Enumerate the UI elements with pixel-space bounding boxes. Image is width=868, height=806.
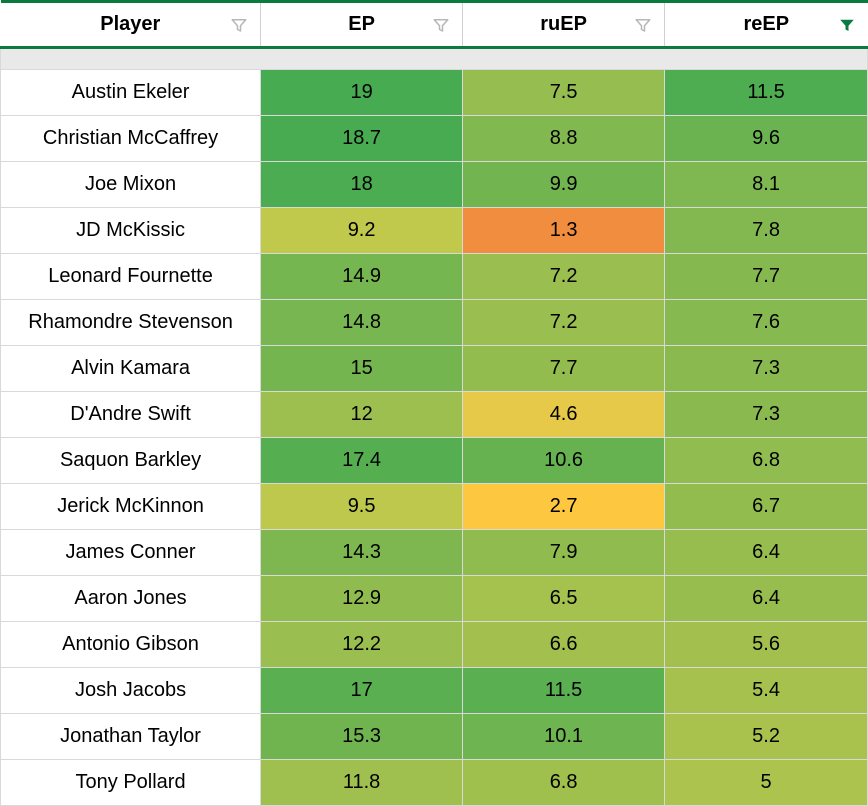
- ruep-cell: 2.7: [463, 484, 665, 530]
- player-cell: Rhamondre Stevenson: [1, 300, 261, 346]
- column-header-label: ruEP: [540, 13, 587, 36]
- ep-cell: 18: [261, 162, 463, 208]
- reep-cell: 6.4: [665, 576, 868, 622]
- player-cell: Josh Jacobs: [1, 668, 261, 714]
- ep-cell: 17.4: [261, 438, 463, 484]
- column-header-label: reEP: [744, 13, 790, 36]
- player-cell: Joe Mixon: [1, 162, 261, 208]
- player-cell: Tony Pollard: [1, 760, 261, 806]
- player-cell: Antonio Gibson: [1, 622, 261, 668]
- ep-cell: 19: [261, 70, 463, 116]
- ep-cell: 12.9: [261, 576, 463, 622]
- reep-cell: 5.6: [665, 622, 868, 668]
- player-cell: Leonard Fournette: [1, 254, 261, 300]
- ruep-cell: 11.5: [463, 668, 665, 714]
- table-row: Jonathan Taylor15.310.15.2: [1, 714, 868, 760]
- ep-cell: 14.8: [261, 300, 463, 346]
- ruep-cell: 1.3: [463, 208, 665, 254]
- reep-cell: 7.3: [665, 346, 868, 392]
- player-cell: Austin Ekeler: [1, 70, 261, 116]
- player-cell: James Conner: [1, 530, 261, 576]
- reep-cell: 8.1: [665, 162, 868, 208]
- table-row: Christian McCaffrey18.78.89.6: [1, 116, 868, 162]
- filter-icon-active[interactable]: [838, 16, 856, 34]
- ep-cell: 17: [261, 668, 463, 714]
- table-row: Jerick McKinnon9.52.76.7: [1, 484, 868, 530]
- player-cell: D'Andre Swift: [1, 392, 261, 438]
- ep-cell: 14.3: [261, 530, 463, 576]
- player-cell: JD McKissic: [1, 208, 261, 254]
- ep-cell: 11.8: [261, 760, 463, 806]
- reep-cell: 6.7: [665, 484, 868, 530]
- table-row: Alvin Kamara157.77.3: [1, 346, 868, 392]
- reep-cell: 5: [665, 760, 868, 806]
- ruep-cell: 6.8: [463, 760, 665, 806]
- column-header-ep[interactable]: EP: [261, 2, 463, 48]
- table-header: Player EP ruEP: [1, 2, 868, 48]
- table-row: JD McKissic9.21.37.8: [1, 208, 868, 254]
- ruep-cell: 7.2: [463, 300, 665, 346]
- table-row: Rhamondre Stevenson14.87.27.6: [1, 300, 868, 346]
- table-body: Austin Ekeler197.511.5Christian McCaffre…: [1, 48, 868, 806]
- column-header-reep[interactable]: reEP: [665, 2, 868, 48]
- player-cell: Alvin Kamara: [1, 346, 261, 392]
- filter-icon[interactable]: [230, 16, 248, 34]
- ruep-cell: 10.6: [463, 438, 665, 484]
- ep-cell: 9.2: [261, 208, 463, 254]
- table-row: Aaron Jones12.96.56.4: [1, 576, 868, 622]
- ruep-cell: 7.5: [463, 70, 665, 116]
- ep-cell: 15.3: [261, 714, 463, 760]
- ruep-cell: 7.9: [463, 530, 665, 576]
- player-cell: Saquon Barkley: [1, 438, 261, 484]
- ruep-cell: 10.1: [463, 714, 665, 760]
- reep-cell: 7.8: [665, 208, 868, 254]
- ep-cell: 18.7: [261, 116, 463, 162]
- ep-cell: 12.2: [261, 622, 463, 668]
- ep-cell: 14.9: [261, 254, 463, 300]
- column-header-label: Player: [100, 13, 160, 36]
- reep-cell: 6.4: [665, 530, 868, 576]
- ruep-cell: 6.6: [463, 622, 665, 668]
- filter-icon[interactable]: [634, 16, 652, 34]
- table-row: Josh Jacobs1711.55.4: [1, 668, 868, 714]
- table-row: James Conner14.37.96.4: [1, 530, 868, 576]
- stats-table: Player EP ruEP: [0, 0, 868, 806]
- table-row: Tony Pollard11.86.85: [1, 760, 868, 806]
- table-row: Austin Ekeler197.511.5: [1, 70, 868, 116]
- player-cell: Aaron Jones: [1, 576, 261, 622]
- ruep-cell: 7.7: [463, 346, 665, 392]
- table-row: Joe Mixon189.98.1: [1, 162, 868, 208]
- ruep-cell: 8.8: [463, 116, 665, 162]
- reep-cell: 5.4: [665, 668, 868, 714]
- column-header-label: EP: [348, 13, 375, 36]
- ruep-cell: 7.2: [463, 254, 665, 300]
- reep-cell: 5.2: [665, 714, 868, 760]
- filter-icon[interactable]: [432, 16, 450, 34]
- header-gap-row: [1, 48, 868, 70]
- ruep-cell: 6.5: [463, 576, 665, 622]
- table-row: D'Andre Swift124.67.3: [1, 392, 868, 438]
- player-cell: Jerick McKinnon: [1, 484, 261, 530]
- table-row: Leonard Fournette14.97.27.7: [1, 254, 868, 300]
- ruep-cell: 9.9: [463, 162, 665, 208]
- player-cell: Christian McCaffrey: [1, 116, 261, 162]
- reep-cell: 7.3: [665, 392, 868, 438]
- reep-cell: 7.7: [665, 254, 868, 300]
- ep-cell: 9.5: [261, 484, 463, 530]
- player-cell: Jonathan Taylor: [1, 714, 261, 760]
- reep-cell: 11.5: [665, 70, 868, 116]
- ep-cell: 12: [261, 392, 463, 438]
- column-header-player[interactable]: Player: [1, 2, 261, 48]
- reep-cell: 6.8: [665, 438, 868, 484]
- ep-cell: 15: [261, 346, 463, 392]
- reep-cell: 9.6: [665, 116, 868, 162]
- ruep-cell: 4.6: [463, 392, 665, 438]
- reep-cell: 7.6: [665, 300, 868, 346]
- column-header-ruep[interactable]: ruEP: [463, 2, 665, 48]
- table-row: Saquon Barkley17.410.66.8: [1, 438, 868, 484]
- table-row: Antonio Gibson12.26.65.6: [1, 622, 868, 668]
